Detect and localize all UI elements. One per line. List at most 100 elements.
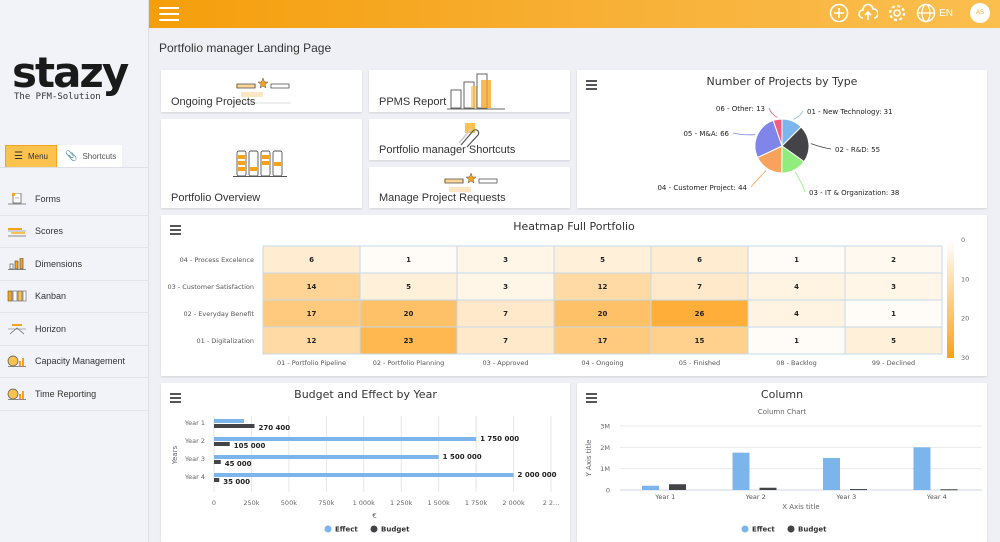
heatmap-cell-label: 2 bbox=[891, 256, 896, 264]
add-icon[interactable] bbox=[829, 3, 849, 23]
sidebar-item-kanban[interactable]: Kanban bbox=[0, 281, 149, 313]
logo: stazy The PFM-Solution bbox=[12, 52, 129, 103]
heatmap-cell bbox=[844, 299, 943, 328]
legend-marker bbox=[741, 525, 749, 533]
pie-slice bbox=[781, 126, 810, 163]
tile-portfolio-manager-shortcuts[interactable]: Portfolio manager Shortcuts bbox=[369, 119, 570, 160]
heatmap-cell-label: 26 bbox=[695, 310, 705, 318]
heatmap-cell-label: 4 bbox=[794, 283, 799, 291]
sidebar-item-time-reporting[interactable]: Time Reporting bbox=[0, 378, 149, 411]
tile-ongoing-projects[interactable]: Ongoing Projects bbox=[161, 70, 362, 112]
avatar[interactable]: AS bbox=[970, 3, 990, 23]
column-bar bbox=[850, 489, 867, 491]
heatmap-x-label: 01 - Portfolio Pipeline bbox=[277, 359, 346, 367]
roadmap-icon bbox=[233, 77, 291, 104]
dimensions-icon bbox=[8, 257, 26, 270]
sidebar-item-horizon[interactable]: Horizon bbox=[0, 313, 149, 346]
heatmap-cell bbox=[747, 245, 846, 274]
heatmap-cell-label: 3 bbox=[503, 283, 508, 291]
heatmap-chart: 04 - Process Excelence 6 1 3 5 6 1 203 - Custom… bbox=[167, 236, 969, 367]
sidebar-item-capacity-management[interactable]: Capacity Management bbox=[0, 346, 149, 378]
y-tick-label: Year 1 bbox=[184, 419, 205, 427]
pie-data-label: 03 - IT & Organization: 38 bbox=[809, 189, 899, 197]
tile-ppms-report[interactable]: PPMS Report bbox=[369, 70, 570, 112]
sidebar-item-label: Forms bbox=[35, 193, 61, 204]
tile-label: Portfolio manager Shortcuts bbox=[379, 144, 516, 156]
tile-portfolio-overview[interactable]: Portfolio Overview bbox=[161, 119, 362, 208]
settings-icon[interactable] bbox=[887, 3, 907, 23]
chart-menu-button[interactable] bbox=[586, 80, 597, 92]
column-bar bbox=[759, 487, 777, 490]
scores-icon bbox=[8, 228, 26, 237]
bar-data-label: 1 750 000 bbox=[480, 435, 519, 443]
y-tick-label: Year 4 bbox=[184, 473, 205, 481]
chart-menu-button[interactable] bbox=[170, 225, 181, 237]
pie-data-label: 02 - R&D: 55 bbox=[835, 146, 880, 154]
page-title: Portfolio manager Landing Page bbox=[159, 41, 332, 55]
bar bbox=[214, 424, 255, 428]
sidebar-item-label: Scores bbox=[35, 226, 64, 237]
heatmap-cell-label: 7 bbox=[503, 310, 508, 318]
heatmap-cell bbox=[456, 299, 555, 328]
tile-manage-project-requests[interactable]: Manage Project Requests bbox=[369, 167, 570, 208]
tile-label: Portfolio Overview bbox=[171, 192, 261, 204]
bar bbox=[214, 455, 439, 459]
globe-icon[interactable] bbox=[916, 3, 936, 23]
bar-data-label: 270 400 bbox=[258, 424, 290, 432]
heatmap-cell bbox=[747, 326, 846, 355]
heatmap-cell bbox=[553, 272, 652, 301]
heatmap-panel: Heatmap Full Portfolio 04 - Process Exce… bbox=[161, 215, 987, 376]
chart-menu-button[interactable] bbox=[170, 393, 181, 405]
paperclip-icon: 📎 bbox=[65, 151, 78, 162]
heatmap-y-label: 02 - Everyday Benefit bbox=[184, 310, 255, 318]
heatmap-x-label: 99 - Declined bbox=[872, 359, 915, 367]
heatmap-cell-label: 1 bbox=[891, 310, 896, 318]
pie-data-label: 05 - M&A: 66 bbox=[683, 130, 729, 138]
pie-data-label: 06 - Other: 13 bbox=[716, 105, 765, 113]
y-tick-label: 3M bbox=[600, 423, 610, 431]
tab-menu[interactable]: ☰ Menu bbox=[5, 145, 57, 168]
upload-icon[interactable] bbox=[858, 3, 879, 23]
x-tick-label: 1 250k bbox=[390, 499, 413, 507]
sidebar-item-label: Capacity Management bbox=[35, 356, 126, 367]
bar bbox=[214, 473, 514, 477]
pie-slice bbox=[754, 119, 783, 159]
menu-toggle-button[interactable] bbox=[159, 7, 179, 21]
heatmap-cell bbox=[747, 299, 846, 328]
chart-menu-button[interactable] bbox=[586, 393, 597, 405]
column-bar bbox=[823, 458, 840, 490]
y-axis-title: Years bbox=[171, 445, 179, 465]
x-axis-title: € bbox=[372, 512, 376, 520]
x-tick-label: 1 750k bbox=[465, 499, 488, 507]
pie-connector bbox=[794, 171, 806, 193]
chart-title: Budget and Effect by Year bbox=[294, 388, 437, 401]
pie-connector bbox=[792, 110, 804, 120]
heatmap-cell-label: 15 bbox=[695, 337, 705, 345]
heatmap-cell-label: 20 bbox=[404, 310, 414, 318]
chart-title: Column bbox=[760, 388, 804, 401]
x-tick-label: 750k bbox=[318, 499, 334, 507]
legend-label: Budget bbox=[798, 526, 827, 534]
heatmap-cell bbox=[262, 299, 361, 328]
heatmap-cell-label: 6 bbox=[309, 256, 314, 264]
sidebar-item-dimensions[interactable]: Dimensions bbox=[0, 248, 149, 281]
heatmap-cell bbox=[650, 326, 749, 355]
legend-label: Effect bbox=[752, 526, 775, 534]
heatmap-y-label: 03 - Customer Satisfaction bbox=[167, 283, 254, 291]
tab-shortcuts[interactable]: 📎 Shortcuts bbox=[57, 145, 122, 168]
column-bar bbox=[913, 447, 931, 490]
bar bbox=[214, 419, 244, 423]
column-bar bbox=[642, 485, 659, 490]
sidebar-item-label: Time Reporting bbox=[35, 388, 97, 399]
language-selector[interactable]: EN bbox=[939, 7, 953, 19]
sidebar-item-forms[interactable]: Forms bbox=[0, 183, 149, 216]
column-bar bbox=[732, 452, 750, 490]
kanban-board-icon bbox=[233, 150, 287, 177]
hamburger-icon: ☰ bbox=[14, 151, 23, 162]
divider bbox=[0, 167, 149, 168]
color-axis-bar bbox=[947, 240, 954, 358]
color-axis-label: 20 bbox=[961, 315, 969, 323]
heatmap-cell-label: 5 bbox=[891, 337, 896, 345]
sidebar-item-scores[interactable]: Scores bbox=[0, 216, 149, 248]
heatmap-cell bbox=[844, 272, 943, 301]
